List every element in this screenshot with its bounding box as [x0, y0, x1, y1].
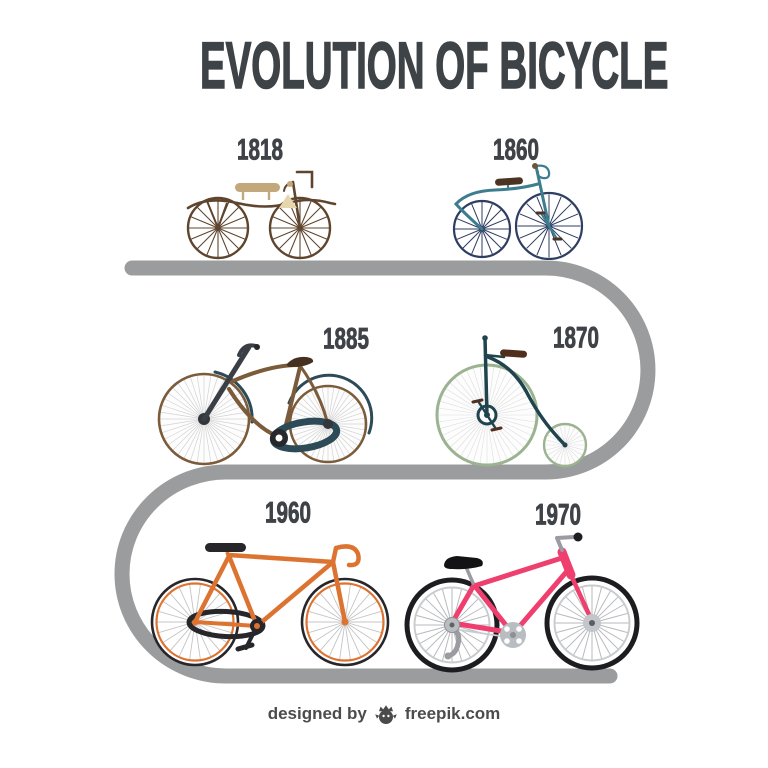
- draisine-bicycle-icon: [186, 170, 337, 260]
- safety-bicycle-icon: [157, 343, 374, 466]
- designed-by-text: designed by: [267, 704, 367, 723]
- penny-farthing-bicycle-icon: [435, 335, 588, 468]
- year-label-1960: 1960: [265, 496, 312, 530]
- year-label-1970: 1970: [535, 498, 582, 532]
- year-label-1818: 1818: [237, 133, 284, 167]
- year-label-1870: 1870: [553, 321, 600, 355]
- year-label-1860: 1860: [493, 133, 540, 167]
- road-racing-bicycle-icon: [150, 543, 390, 667]
- road-path: [114, 260, 656, 684]
- year-label-1885: 1885: [323, 322, 370, 356]
- brand-text: freepik.com: [404, 704, 501, 723]
- page-title: EVOLUTION OF BICYCLE: [199, 29, 669, 103]
- footer-credit: designed by freepik.com: [0, 701, 768, 727]
- freepik-bird-logo-icon: [375, 704, 397, 724]
- boneshaker-bicycle-icon: [452, 163, 584, 260]
- mountain-bicycle-icon: [404, 532, 640, 673]
